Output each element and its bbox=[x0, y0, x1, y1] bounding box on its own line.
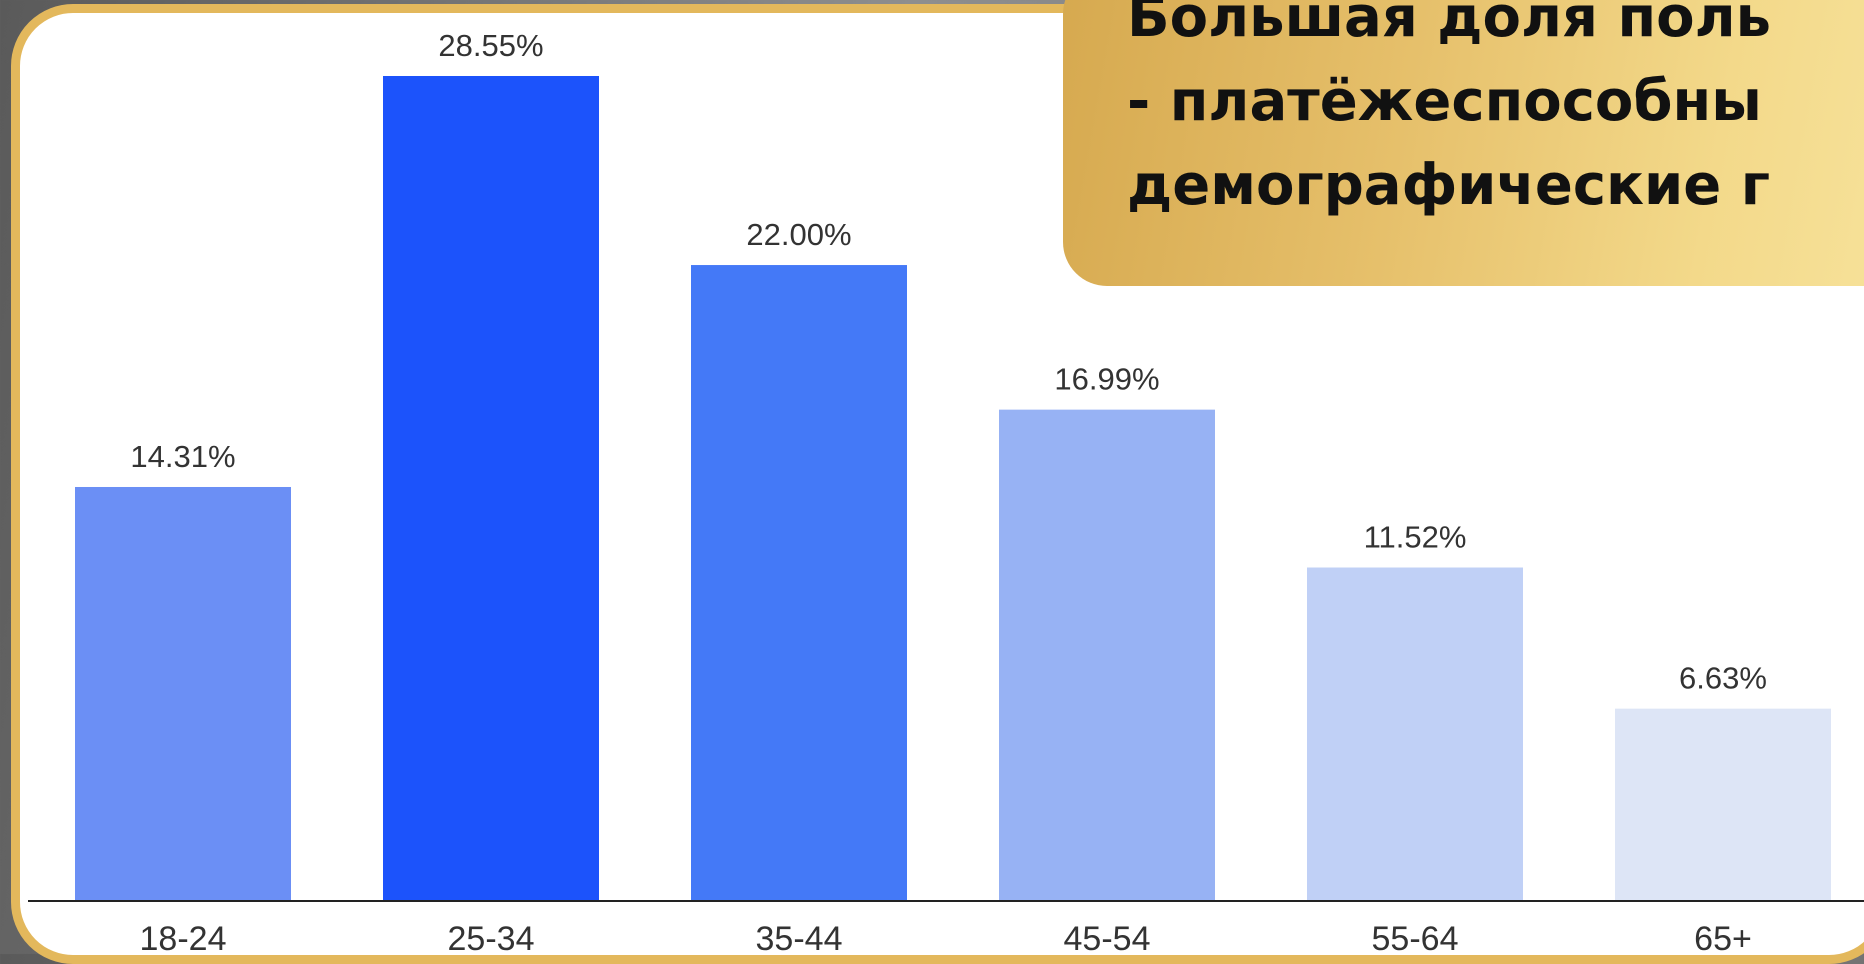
callout-line-1: Большая доля поль bbox=[1127, 0, 1772, 50]
callout-line-2: - платёжеспособны bbox=[1127, 69, 1762, 134]
x-tick-label-25-34: 25-34 bbox=[448, 920, 535, 954]
value-label-55-64: 11.52% bbox=[1364, 520, 1467, 555]
x-tick-label-55-64: 55-64 bbox=[1372, 920, 1459, 954]
value-label-18-24: 14.31% bbox=[130, 439, 235, 474]
bar-55-64 bbox=[1307, 567, 1523, 900]
callout-banner: Большая доля поль - платёжеспособны демо… bbox=[1063, 0, 1864, 286]
x-tick-label-35-44: 35-44 bbox=[756, 920, 843, 954]
bar-65+ bbox=[1615, 708, 1831, 900]
value-label-65+: 6.63% bbox=[1679, 661, 1767, 696]
value-label-25-34: 28.55% bbox=[438, 28, 543, 63]
x-tick-label-45-54: 45-54 bbox=[1064, 920, 1151, 954]
bar-18-24 bbox=[75, 486, 291, 900]
callout-line-3: демографические г bbox=[1127, 153, 1770, 218]
bar-35-44 bbox=[691, 265, 907, 900]
value-label-45-54: 16.99% bbox=[1054, 362, 1159, 397]
value-label-35-44: 22.00% bbox=[746, 217, 851, 252]
bar-25-34 bbox=[383, 76, 599, 900]
bar-45-54 bbox=[999, 409, 1215, 900]
x-tick-label-18-24: 18-24 bbox=[140, 920, 227, 954]
x-tick-label-65+: 65+ bbox=[1694, 920, 1752, 954]
